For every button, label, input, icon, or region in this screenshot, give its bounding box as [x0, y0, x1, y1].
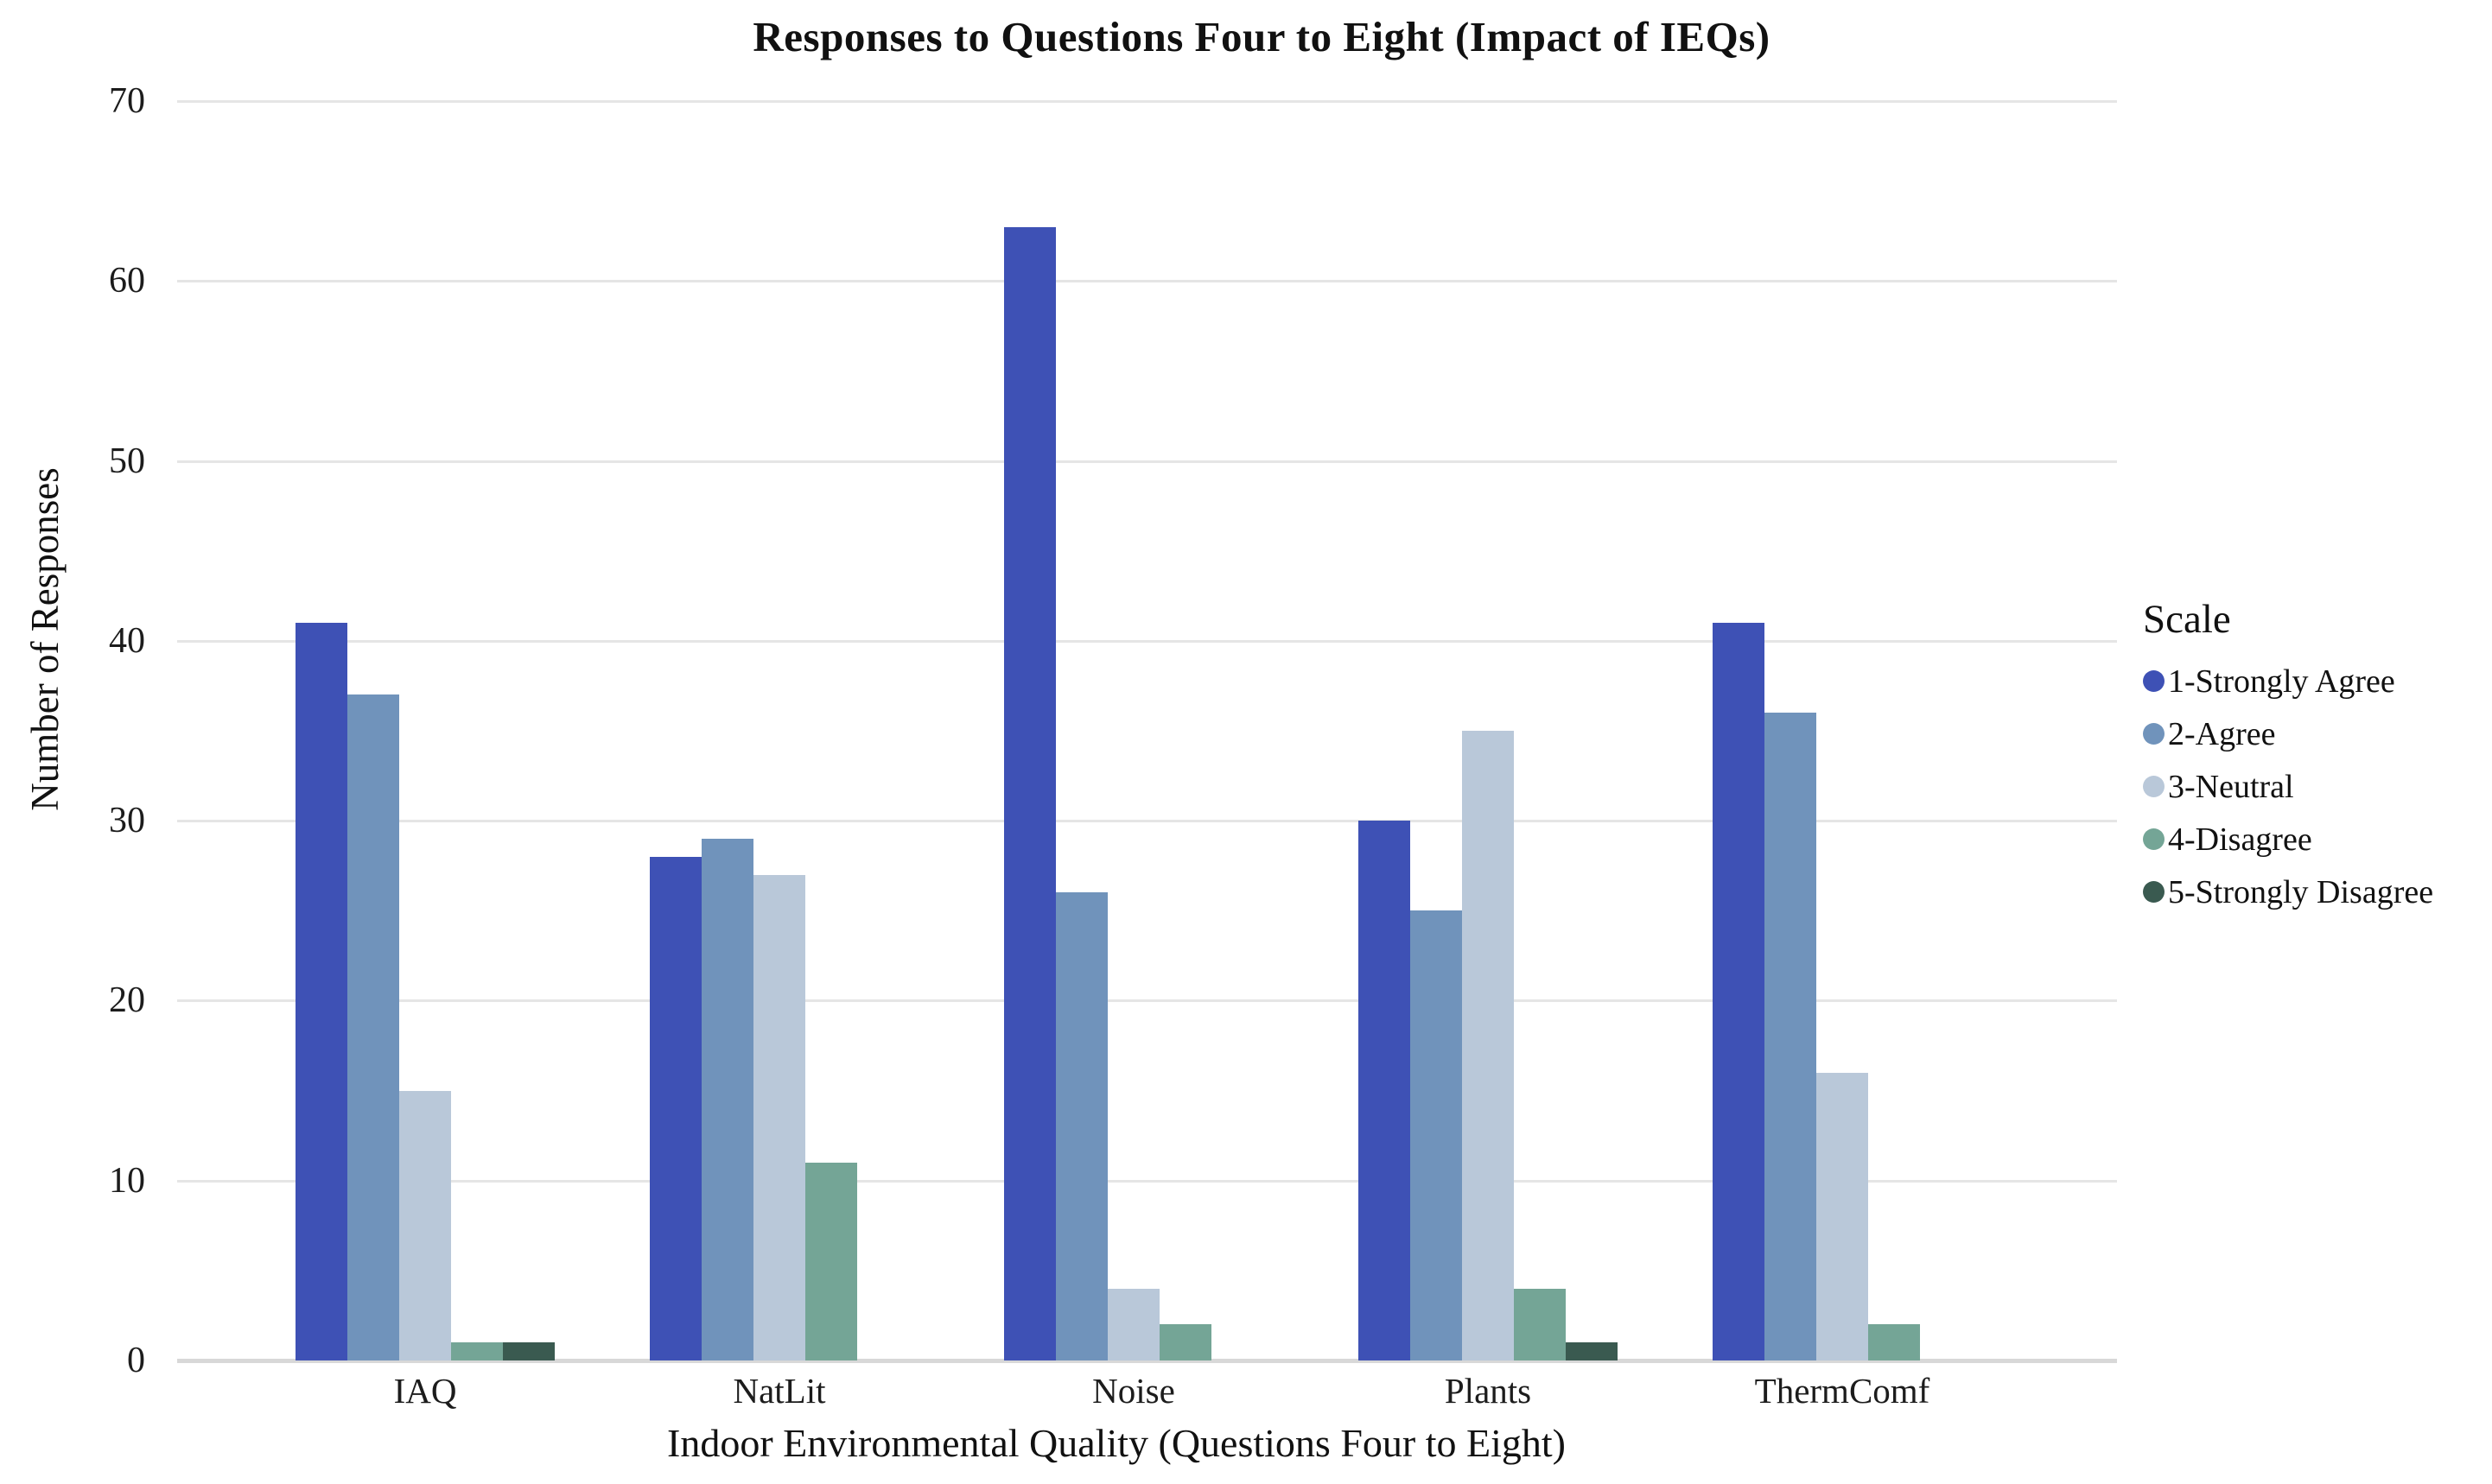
bar	[451, 1342, 503, 1360]
legend: Scale 1-Strongly Agree 2-Agree 3-Neutral 4-…	[2143, 596, 2433, 918]
x-tick-label: ThermComf	[1754, 1371, 1930, 1411]
bar	[399, 1090, 451, 1360]
x-tick-label: Plants	[1444, 1371, 1532, 1411]
x-tick-label: Noise	[1092, 1371, 1175, 1411]
bar	[1868, 1324, 1920, 1360]
legend-item: 3-Neutral	[2143, 760, 2433, 813]
y-tick-label: 0	[127, 1341, 145, 1380]
bar	[1462, 731, 1514, 1360]
y-tick-label: 50	[109, 441, 145, 481]
bar	[1713, 623, 1764, 1360]
legend-title: Scale	[2143, 597, 2231, 642]
legend-swatch-icon	[2143, 670, 2165, 692]
bar	[296, 623, 347, 1360]
bar	[1816, 1072, 1868, 1360]
bar	[1764, 713, 1816, 1360]
bar	[347, 694, 399, 1360]
legend-item-label: 1-Strongly Agree	[2168, 663, 2395, 700]
y-tick-label: 40	[109, 620, 145, 661]
y-tick-label: 10	[109, 1160, 145, 1201]
gridline	[177, 280, 2117, 283]
bar	[1566, 1342, 1618, 1360]
gridline	[177, 639, 2117, 643]
legend-swatch-icon	[2143, 828, 2165, 850]
legend-item: 2-Agree	[2143, 707, 2433, 760]
gridline	[177, 820, 2117, 823]
gridline	[177, 460, 2117, 463]
legend-swatch-icon	[2143, 776, 2165, 797]
bar	[1004, 226, 1056, 1360]
x-axis-title: Indoor Environmental Quality (Questions …	[667, 1421, 1566, 1465]
legend-item: 5-Strongly Disagree	[2143, 866, 2433, 918]
legend-swatch-icon	[2143, 881, 2165, 903]
x-axis-line	[177, 1359, 2117, 1363]
y-tick-label: 20	[109, 980, 145, 1021]
bar	[650, 856, 702, 1360]
y-tick-label: 30	[109, 801, 145, 841]
legend-item-label: 4-Disagree	[2168, 821, 2312, 858]
bar	[503, 1342, 555, 1360]
bar	[702, 838, 753, 1360]
legend-item: 4-Disagree	[2143, 813, 2433, 866]
bar	[1160, 1324, 1211, 1360]
bar	[1410, 910, 1462, 1360]
y-tick-label: 60	[109, 261, 145, 301]
legend-item: 1-Strongly Agree	[2143, 655, 2433, 707]
chart-title: Responses to Questions Four to Eight (Im…	[753, 13, 1770, 60]
bar	[1108, 1288, 1160, 1360]
legend-item-label: 5-Strongly Disagree	[2168, 873, 2434, 910]
bar	[1514, 1288, 1566, 1360]
gridline	[177, 999, 2117, 1003]
bar	[1056, 892, 1108, 1360]
legend-items: 1-Strongly Agree 2-Agree 3-Neutral 4-Disagr…	[2143, 655, 2433, 918]
bar	[805, 1162, 857, 1360]
gridline	[177, 1179, 2117, 1183]
x-tick-label: IAQ	[393, 1371, 457, 1411]
gridline	[177, 100, 2117, 103]
bar	[1358, 821, 1410, 1360]
legend-item-label: 2-Agree	[2168, 715, 2276, 752]
bar	[753, 874, 805, 1360]
legend-swatch-icon	[2143, 723, 2165, 745]
x-tick-label: NatLit	[733, 1371, 826, 1411]
legend-item-label: 3-Neutral	[2168, 768, 2294, 805]
y-tick-label: 70	[109, 81, 145, 121]
